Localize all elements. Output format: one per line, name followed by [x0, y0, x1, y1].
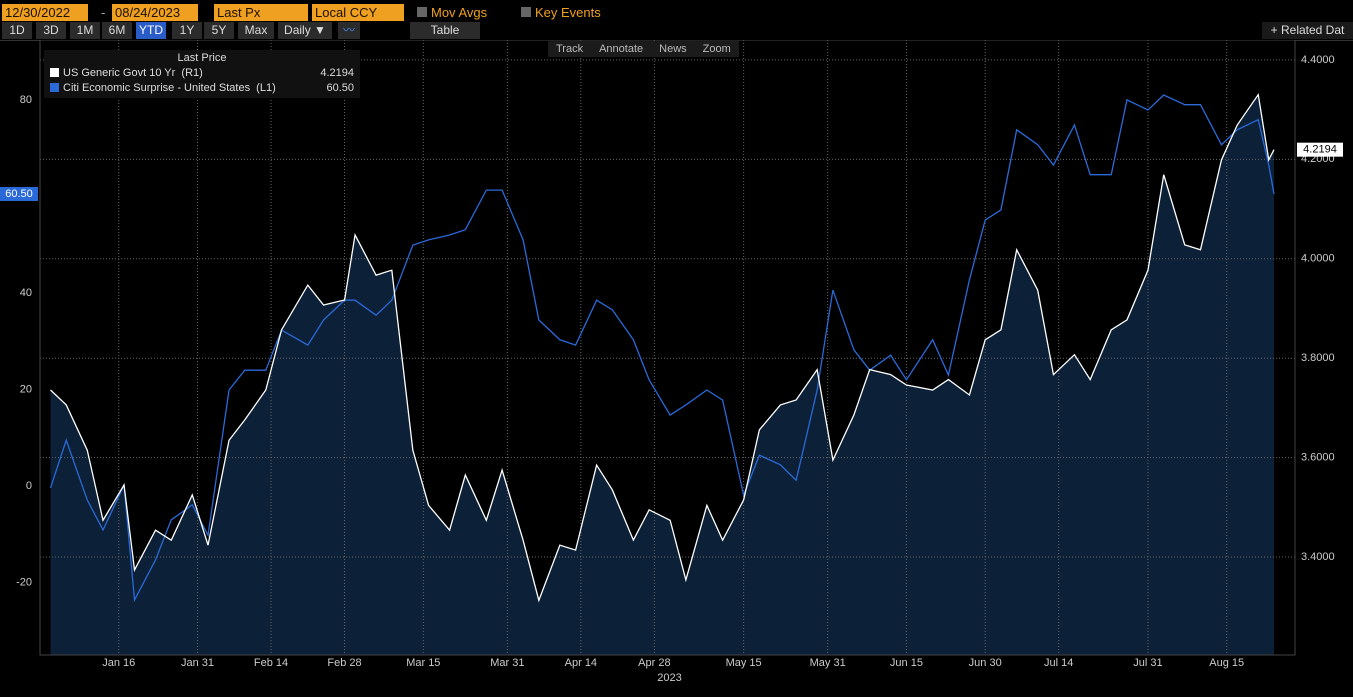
- start-date[interactable]: 12/30/2022: [2, 4, 88, 21]
- axis-frame: [39, 40, 1296, 656]
- chart: Jan 16 Jan 31 Feb 14 Feb 28 Mar 15 Mar 31 Apr …: [0, 40, 1343, 684]
- x-axis-label: 2023: [657, 672, 681, 684]
- y-tick-label: 80: [20, 94, 32, 106]
- x-tick-label: Jan 31: [181, 657, 214, 669]
- key-events[interactable]: Key Events: [518, 4, 604, 21]
- currency-select[interactable]: Local CCY: [312, 4, 404, 21]
- table-button[interactable]: Table: [410, 22, 480, 39]
- field-select[interactable]: Last Px: [214, 4, 308, 21]
- last-value-text: 60.50: [5, 188, 33, 200]
- range-button[interactable]: Max: [238, 22, 274, 39]
- y2-tick-label: 3.8000: [1301, 352, 1335, 364]
- key-events-label: Key Events: [535, 5, 601, 20]
- legend-swatch: [50, 68, 59, 77]
- x-tick-label: Jun 15: [890, 657, 923, 669]
- x-tick-label: Aug 15: [1209, 657, 1244, 669]
- tool-bar: Track Annotate News Zoom: [548, 41, 739, 57]
- period[interactable]: Daily ▼: [278, 22, 332, 39]
- legend-entry: US Generic Govt 10 Yr (R1) 4.2194: [44, 66, 360, 81]
- chart-style[interactable]: 〰: [338, 22, 360, 39]
- x-tick-label: Apr 14: [565, 657, 597, 669]
- last-value-text: 4.2194: [1303, 144, 1337, 156]
- x-tick-label: Mar 15: [406, 657, 440, 669]
- related[interactable]: + Related Dat: [1262, 22, 1353, 39]
- range-button[interactable]: 1M: [70, 22, 100, 39]
- legend-value: 60.50: [326, 82, 354, 94]
- y2-tick-label: 4.0000: [1301, 253, 1335, 265]
- legend-rows: US Generic Govt 10 Yr (R1) 4.2194 Citi Eco…: [44, 66, 360, 96]
- end-date[interactable]: 08/24/2023: [112, 4, 198, 21]
- dash: -: [101, 5, 106, 20]
- y-tick-label: -20: [16, 576, 32, 588]
- mov-avgs-label: Mov Avgs: [431, 5, 488, 20]
- y2-tick-label: 3.6000: [1301, 452, 1335, 464]
- legend-entry: Citi Economic Surprise - United States (…: [44, 81, 360, 96]
- y-tick-label: 40: [20, 287, 32, 299]
- legend-value: 4.2194: [320, 67, 354, 79]
- mov-avgs[interactable]: Mov Avgs: [414, 4, 490, 21]
- x-tick-label: May 15: [726, 657, 762, 669]
- legend-label: US Generic Govt 10 Yr (R1): [63, 67, 203, 79]
- legend-label: Citi Economic Surprise - United States (…: [63, 82, 276, 94]
- x-tick-label: Jul 14: [1044, 657, 1073, 669]
- y2-tick-label: 4.4000: [1301, 54, 1335, 66]
- line: [50, 92, 1275, 603]
- x-tick-label: May 31: [810, 657, 846, 669]
- last-value-tag: [0, 186, 38, 201]
- x-tick-label: Jun 30: [969, 657, 1002, 669]
- x-tick-label: Jul 31: [1133, 657, 1162, 669]
- range-button[interactable]: 5Y: [204, 22, 234, 39]
- area: [50, 94, 1274, 655]
- x-tick-label: Jan 16: [102, 657, 135, 669]
- x-tick-label: Feb 14: [254, 657, 288, 669]
- x-tick-label: Apr 28: [638, 657, 670, 669]
- tool-button[interactable]: Zoom: [702, 43, 731, 55]
- range-button[interactable]: 1Y: [172, 22, 202, 39]
- last-value-tag: [1297, 142, 1343, 157]
- tool-button[interactable]: News: [659, 43, 687, 55]
- legend-title: Last Price: [177, 52, 227, 64]
- y2-tick-label: 3.4000: [1301, 551, 1335, 563]
- range-button[interactable]: 6M: [102, 22, 132, 39]
- y-tick-label: 0: [26, 480, 32, 492]
- x-tick-label: Mar 31: [490, 657, 524, 669]
- range-button[interactable]: YTD: [136, 22, 166, 39]
- tool-button[interactable]: Track: [556, 43, 584, 55]
- tool-button[interactable]: Annotate: [599, 43, 644, 55]
- legend: Last Price US Generic Govt 10 Yr (R1) 4.2…: [44, 50, 360, 98]
- legend-swatch: [50, 83, 59, 92]
- line: [49, 94, 1275, 603]
- x-tick-label: Feb 28: [327, 657, 361, 669]
- y-tick-label: 20: [20, 383, 32, 395]
- range-button[interactable]: 3D: [36, 22, 66, 39]
- range-button[interactable]: 1D: [2, 22, 32, 39]
